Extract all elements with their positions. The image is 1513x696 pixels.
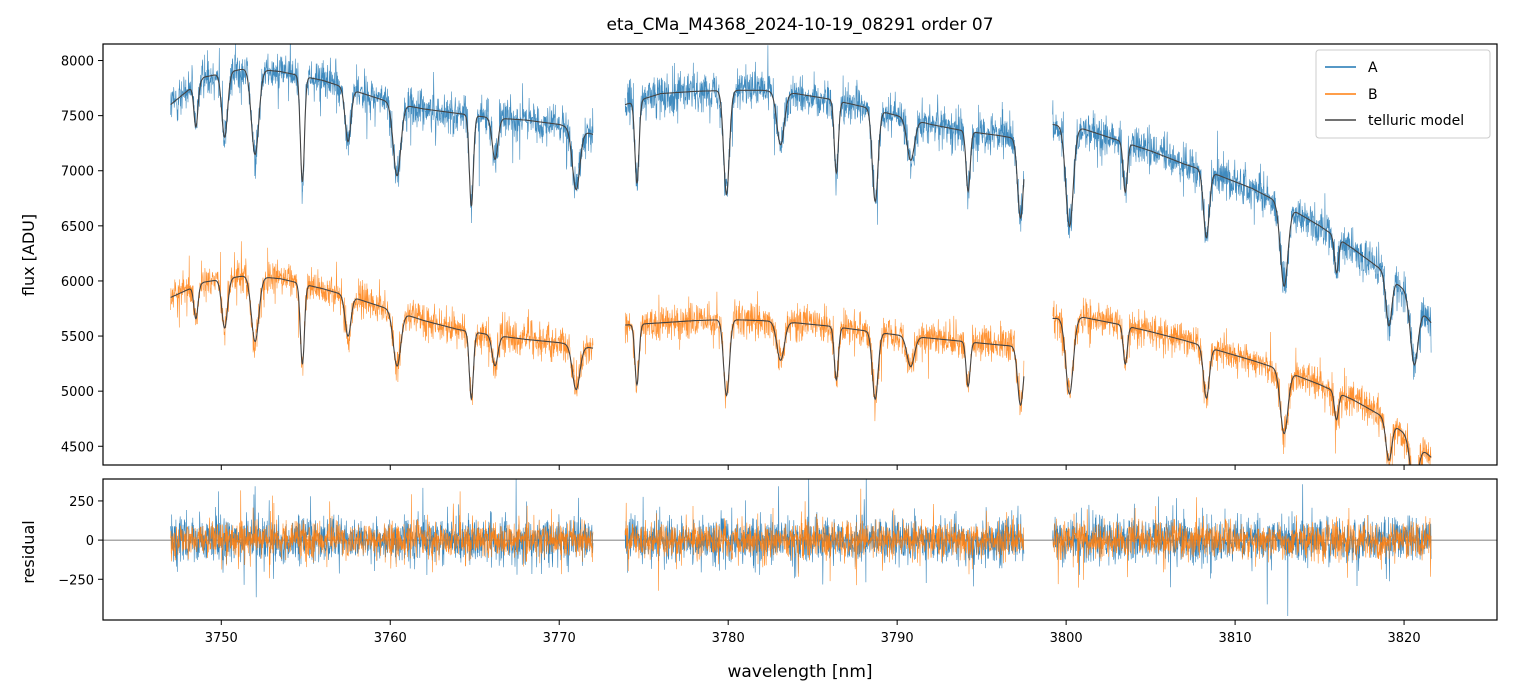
x-tick-label: 3790 [881,631,914,646]
residual-panel: −250 0 250 3750 3760 3770 3780 3790 3800 3810 382… [19,471,1497,682]
flux-panel: 4500 5000 5500 6000 6500 7000 7500 8000 flux [A… [19,29,1497,500]
legend-label-a: A [1368,60,1378,76]
x-tick-label: 3750 [205,631,238,646]
chart-title: eta_CMa_M4368_2024-10-19_08291 order 07 [606,15,993,35]
flux-y-tick-label: 6500 [61,220,94,235]
residual-y-tick-label: 250 [69,495,94,510]
legend-label-telluric-model: telluric model [1368,113,1464,129]
residual-y-ticks: −250 0 250 [58,495,103,588]
flux-y-tick-label: 5000 [61,385,94,400]
flux-y-ticks: 4500 5000 5500 6000 6500 7000 7500 8000 [61,55,103,456]
legend-label-b: B [1368,87,1378,103]
x-axis-label: wavelength [nm] [727,662,872,682]
flux-y-tick-label: 4500 [61,440,94,455]
flux-y-tick-label: 5500 [61,330,94,345]
flux-y-tick-label: 8000 [61,55,94,70]
residual-y-axis-label: residual [19,520,38,583]
flux-y-tick-label: 7500 [61,110,94,125]
legend: A B telluric model [1316,50,1490,138]
x-tick-label: 3780 [712,631,745,646]
x-tick-label: 3760 [374,631,407,646]
flux-x-ticks [221,465,1404,470]
residual-y-tick-label: 0 [86,534,94,549]
flux-y-tick-label: 7000 [61,165,94,180]
residual-x-ticks: 3750 3760 3770 3780 3790 3800 3810 3820 [205,620,1421,646]
x-tick-label: 3810 [1219,631,1252,646]
flux-y-axis-label: flux [ADU] [19,214,38,296]
flux-y-tick-label: 6000 [61,275,94,290]
x-tick-label: 3820 [1388,631,1421,646]
residual-y-tick-label: −250 [58,573,94,588]
x-tick-label: 3770 [543,631,576,646]
x-tick-label: 3800 [1050,631,1083,646]
